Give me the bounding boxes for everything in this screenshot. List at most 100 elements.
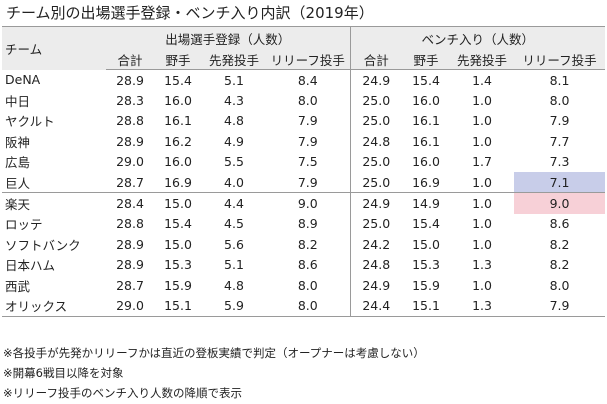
bench-value-cell: 15.3 xyxy=(412,257,440,273)
team-cell: ロッテ xyxy=(5,217,43,233)
registration-value-cell: 8.0 xyxy=(266,295,351,317)
registration-value-cell: 4.9 xyxy=(224,133,244,149)
registration-value-cell: 5.1 xyxy=(224,257,244,273)
registration-value-cell: 15.0 xyxy=(164,236,192,252)
column-header: リリーフ投手 xyxy=(514,49,606,70)
table-row: ソフトバンク 28.9 15.0 5.6 8.2 24.2 15.0 1.0 8.2 xyxy=(2,234,605,255)
bench-value-cell: 1.0 xyxy=(472,277,492,293)
registration-value-cell: 8.6 xyxy=(297,257,318,273)
registration-value-cell: 28.9 xyxy=(116,72,144,88)
bench-value-cell: 1.7 xyxy=(472,154,492,170)
column-header: 先発投手 xyxy=(450,49,515,70)
table-title: チーム別の出場選手登録・ベンチ入り内訳（2019年） xyxy=(6,4,374,22)
bench-value-cell: 9.0 xyxy=(514,192,606,214)
registration-value-cell: 4.8 xyxy=(224,277,244,293)
registration-value-cell: 5.9 xyxy=(202,295,266,317)
table-row: ヤクルト 28.8 16.1 4.8 7.9 25.0 16.1 1.0 7.9 xyxy=(2,110,605,132)
registration-value-cell: 15.9 xyxy=(164,277,192,293)
bench-value-cell: 8.0 xyxy=(549,277,570,293)
registration-value-cell: 16.2 xyxy=(164,133,192,149)
registration-value-cell: 9.0 xyxy=(266,192,351,214)
bench-value-cell: 16.1 xyxy=(412,133,440,149)
registration-value-cell: 29.0 xyxy=(106,295,154,317)
bench-value-cell: 16.0 xyxy=(412,93,440,109)
registration-value-cell: 28.4 xyxy=(106,192,154,214)
column-header: リリーフ投手 xyxy=(266,49,351,70)
column-header: 先発投手 xyxy=(202,49,266,70)
team-cell: 中日 xyxy=(5,94,31,110)
column-header: 野手 xyxy=(402,49,451,70)
registration-value-cell: 5.6 xyxy=(224,236,244,252)
bench-value-cell: 25.0 xyxy=(349,213,403,235)
table-row: 西武 28.7 15.9 4.8 8.0 24.9 15.9 1.0 8.0 xyxy=(2,274,605,296)
bench-value-cell: 24.8 xyxy=(349,254,403,275)
bench-value-cell: 16.9 xyxy=(412,174,440,190)
bench-value-cell: 25.0 xyxy=(349,171,403,193)
registration-value-cell: 4.8 xyxy=(224,113,244,129)
registration-value-cell: 8.0 xyxy=(297,277,318,293)
registration-value-cell: 4.3 xyxy=(224,93,244,109)
registration-value-cell: 5.1 xyxy=(224,72,244,88)
team-cell: 広島 xyxy=(5,155,31,171)
registration-value-cell: 15.4 xyxy=(164,72,192,88)
footnote: ※リリーフ投手のベンチ入り人数の降順で表示 xyxy=(3,386,242,400)
bench-value-cell: 1.0 xyxy=(472,236,492,252)
team-cell: 巨人 xyxy=(5,175,31,191)
footnote: ※各投手が先発かリリーフかは直近の登板実績で判定（オープナーは考慮しない） xyxy=(3,346,425,360)
registration-value-cell: 15.1 xyxy=(154,295,202,317)
bench-value-cell: 24.2 xyxy=(349,234,403,255)
bench-value-cell: 8.1 xyxy=(549,72,570,88)
footnotes: ※各投手が先発かリリーフかは直近の登板実績で判定（オープナーは考慮しない） ※開… xyxy=(3,343,425,403)
bench-value-cell: 24.8 xyxy=(349,131,403,152)
registration-value-cell: 5.5 xyxy=(224,154,244,170)
registration-value-cell: 7.9 xyxy=(297,113,318,129)
team-column-header: チーム xyxy=(2,26,106,70)
registration-value-cell: 15.4 xyxy=(164,216,192,232)
registration-value-cell: 7.5 xyxy=(297,154,318,170)
bench-value-cell: 15.9 xyxy=(412,277,440,293)
registration-value-cell: 28.8 xyxy=(116,113,144,129)
bench-value-cell: 1.0 xyxy=(472,93,492,109)
registration-value-cell: 28.8 xyxy=(116,216,144,232)
registration-value-cell: 8.2 xyxy=(297,236,318,252)
table-row: DeNA 28.9 15.4 5.1 8.4 24.9 15.4 1.4 8.1 xyxy=(2,69,605,91)
bench-value-cell: 1.0 xyxy=(450,192,515,214)
registration-value-cell: 8.4 xyxy=(297,72,318,88)
bench-value-cell: 24.9 xyxy=(349,192,403,214)
bench-value-cell: 1.0 xyxy=(472,113,492,129)
team-cell: オリックス xyxy=(2,295,106,317)
bench-value-cell: 25.0 xyxy=(349,151,403,172)
registration-value-cell: 7.9 xyxy=(297,133,318,149)
registration-group-header: 出場選手登録（人数） xyxy=(106,26,351,49)
registration-value-cell: 4.5 xyxy=(224,216,244,232)
bench-value-cell: 15.0 xyxy=(412,236,440,252)
bench-value-cell: 25.0 xyxy=(349,90,403,111)
bench-value-cell: 7.3 xyxy=(549,154,570,170)
team-cell: ソフトバンク xyxy=(5,237,81,253)
registration-value-cell: 4.4 xyxy=(202,192,266,214)
bench-value-cell: 1.0 xyxy=(472,174,492,190)
bench-value-cell: 1.3 xyxy=(472,257,492,273)
bench-value-cell: 1.0 xyxy=(472,133,492,149)
bench-value-cell: 25.0 xyxy=(349,110,403,132)
team-cell: 西武 xyxy=(5,278,31,294)
bench-value-cell: 8.6 xyxy=(549,216,570,232)
bench-value-cell: 16.1 xyxy=(412,113,440,129)
registration-value-cell: 8.9 xyxy=(297,216,318,232)
bench-value-cell: 1.0 xyxy=(472,216,492,232)
table-row: 阪神 28.9 16.2 4.9 7.9 24.8 16.1 1.0 7.7 xyxy=(2,131,605,152)
bench-value-cell: 24.9 xyxy=(349,274,403,296)
bench-value-cell: 7.1 xyxy=(514,171,606,193)
registration-value-cell: 28.7 xyxy=(116,174,144,190)
registration-value-cell: 8.0 xyxy=(297,93,318,109)
registration-value-cell: 15.3 xyxy=(164,257,192,273)
footnote: ※開幕6戦目以降を対象 xyxy=(3,366,124,380)
registration-value-cell: 16.9 xyxy=(164,174,192,190)
bench-value-cell: 15.1 xyxy=(402,295,451,317)
bench-value-cell: 8.0 xyxy=(549,93,570,109)
registration-value-cell: 7.9 xyxy=(297,174,318,190)
bench-group-header: ベンチ入り（人数） xyxy=(349,26,606,49)
table-row: ロッテ 28.8 15.4 4.5 8.9 25.0 15.4 1.0 8.6 xyxy=(2,213,605,235)
team-cell: 阪神 xyxy=(5,134,31,150)
bench-value-cell: 7.9 xyxy=(514,295,606,317)
